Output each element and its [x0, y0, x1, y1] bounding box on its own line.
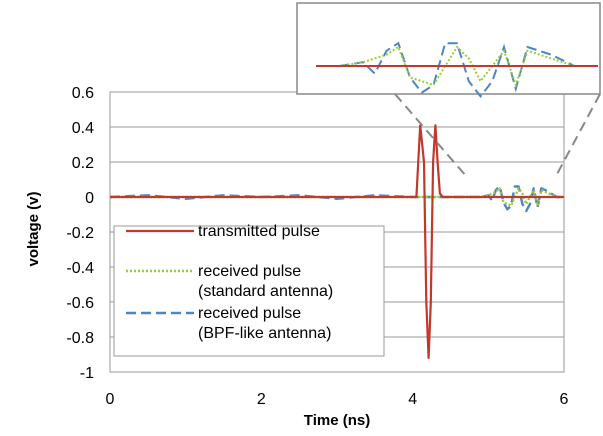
y-tick-labels: 0.6 0.4 0.2 0 -0.2 -0.4 -0.6 -0.8 -1	[66, 85, 94, 382]
series-line-2	[109, 185, 564, 213]
legend-box	[113, 225, 385, 357]
inset-frame	[296, 2, 601, 95]
legend-label-0: transmitted pulse	[198, 223, 320, 240]
y-tick-label: 0	[85, 190, 94, 207]
x-tick-label: 0	[106, 391, 115, 408]
series-line-1	[110, 187, 564, 208]
callout-line-right	[555, 93, 601, 177]
x-tick-label: 2	[257, 391, 266, 408]
y-tick-label: 0.6	[72, 85, 94, 102]
callout-line-left	[394, 93, 467, 177]
x-tick-label: 6	[560, 391, 569, 408]
inset-series-line-2	[339, 41, 598, 99]
zoom-callout	[296, 2, 601, 177]
y-tick-label: 0.2	[72, 155, 94, 172]
inset-series-line-1	[339, 45, 598, 89]
y-tick-label: -0.8	[66, 330, 94, 347]
series-line-0	[110, 124, 564, 360]
y-tick-label: 0.4	[72, 120, 94, 137]
legend-label-2: received pulse (BPF-like antenna)	[198, 305, 331, 342]
legend: transmitted pulse received pulse (standard…	[113, 223, 385, 357]
x-tick-label: 4	[408, 391, 417, 408]
y-tick-label: -0.6	[66, 295, 94, 312]
y-axis-title: voltage (v)	[25, 191, 42, 266]
legend-label-1: received pulse (standard antenna)	[198, 263, 333, 300]
x-axis-title: Time (ns)	[304, 412, 370, 429]
y-tick-label: -0.4	[66, 260, 94, 277]
y-tick-label: -1	[80, 365, 94, 382]
y-tick-label: -0.2	[66, 225, 94, 242]
inset-series-lines	[316, 41, 598, 99]
x-tick-labels: 0 2 4 6	[106, 391, 569, 408]
series-lines	[109, 124, 564, 360]
